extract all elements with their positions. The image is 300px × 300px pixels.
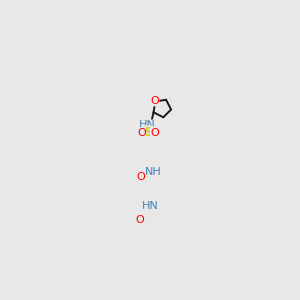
Text: O: O: [137, 128, 146, 138]
Text: HN: HN: [139, 120, 156, 130]
Text: O: O: [150, 96, 159, 106]
Text: O: O: [136, 214, 144, 224]
Text: S: S: [143, 126, 152, 139]
Text: HN: HN: [142, 201, 159, 212]
Text: O: O: [151, 128, 159, 138]
Text: O: O: [136, 172, 145, 182]
Text: NH: NH: [145, 167, 161, 177]
